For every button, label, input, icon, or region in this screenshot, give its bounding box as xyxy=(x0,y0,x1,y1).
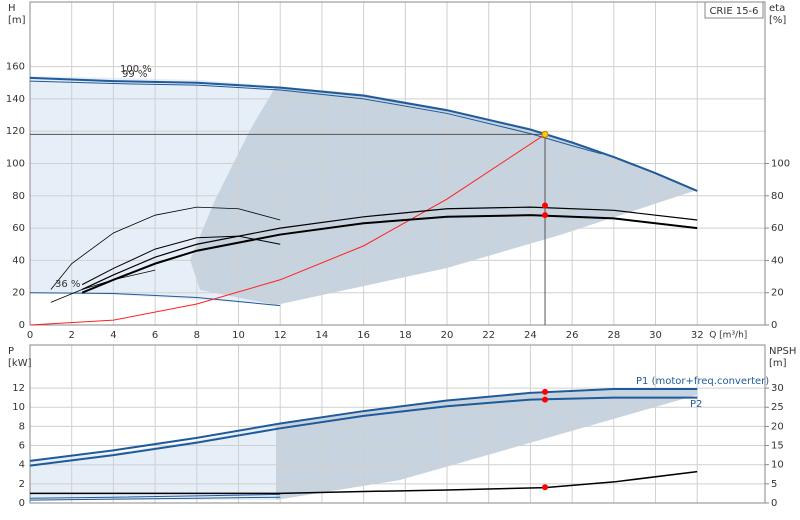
y-tick-label: 100 xyxy=(6,159,25,170)
y2-axis-label: NPSH xyxy=(769,346,796,357)
x-tick-label: 18 xyxy=(399,330,412,341)
y-tick-label: 140 xyxy=(6,94,25,105)
y2-tick-label: 5 xyxy=(771,479,777,490)
curve xyxy=(29,496,281,501)
y-axis-label: [m] xyxy=(8,15,26,26)
operating-point xyxy=(542,202,549,209)
y2-axis-label: [%] xyxy=(769,15,786,26)
x-tick-label: 0 xyxy=(27,330,33,341)
curve-annotation: P2 xyxy=(690,399,702,410)
y-axis-label: [kW] xyxy=(8,358,32,369)
operating-region xyxy=(276,390,697,500)
y-tick-label: 10 xyxy=(12,402,25,413)
curve-annotation: 99 % xyxy=(122,69,147,80)
x-tick-label: 26 xyxy=(566,330,579,341)
y-tick-label: 60 xyxy=(12,223,25,234)
y-tick-label: 0 xyxy=(19,498,25,509)
x-tick-label: 6 xyxy=(152,330,158,341)
label-box xyxy=(704,1,764,19)
x-tick-label: 30 xyxy=(649,330,662,341)
y2-tick-label: 10 xyxy=(771,460,784,471)
y2-tick-label: 20 xyxy=(771,421,784,432)
curve xyxy=(29,80,602,155)
curve xyxy=(29,388,698,462)
x-tick-label: 22 xyxy=(482,330,495,341)
y2-tick-label: 40 xyxy=(771,255,784,266)
curve xyxy=(50,269,156,303)
light-region xyxy=(30,76,276,305)
x-tick-label: 2 xyxy=(69,330,75,341)
curve xyxy=(30,470,698,495)
y-tick-label: 2 xyxy=(19,479,25,490)
x-axis-label: Q [m³/h] xyxy=(709,331,747,341)
x-tick-label: 16 xyxy=(357,330,370,341)
curve xyxy=(29,292,281,307)
y-tick-label: 0 xyxy=(19,320,25,331)
y2-tick-label: 0 xyxy=(771,320,777,331)
light-region xyxy=(30,424,276,500)
operating-point xyxy=(542,484,549,491)
label-box-text: CRIE 15-6 xyxy=(709,6,758,17)
curve xyxy=(81,235,281,286)
y-tick-label: 120 xyxy=(6,126,25,137)
y2-axis-label: [m] xyxy=(769,358,787,369)
y-tick-label: 4 xyxy=(19,460,25,471)
x-tick-label: 14 xyxy=(316,330,329,341)
x-tick-label: 20 xyxy=(441,330,454,341)
operating-point xyxy=(542,388,549,395)
y-tick-label: 12 xyxy=(12,383,25,394)
operating-point xyxy=(541,130,549,138)
x-tick-label: 10 xyxy=(232,330,245,341)
y-tick-label: 6 xyxy=(19,441,25,452)
curve-annotation: 100 % xyxy=(120,64,152,75)
y-axis-label: P xyxy=(8,346,14,357)
y2-tick-label: 100 xyxy=(771,159,790,170)
x-tick-label: 4 xyxy=(110,330,116,341)
y-axis-label: H xyxy=(8,3,16,14)
y-tick-label: 40 xyxy=(12,255,25,266)
y-tick-label: 20 xyxy=(12,288,25,299)
y2-tick-label: 30 xyxy=(771,383,784,394)
y2-tick-label: 0 xyxy=(771,498,777,509)
curve xyxy=(81,214,698,294)
x-tick-label: 28 xyxy=(607,330,620,341)
curve xyxy=(29,493,281,499)
curve-annotation: 36 % xyxy=(55,279,80,290)
plot-frame xyxy=(29,344,766,504)
x-tick-label: 12 xyxy=(274,330,287,341)
x-tick-label: 8 xyxy=(194,330,200,341)
curve xyxy=(81,206,698,291)
y2-tick-label: 60 xyxy=(771,223,784,234)
y2-tick-label: 80 xyxy=(771,191,784,202)
operating-point xyxy=(542,396,549,403)
operating-point xyxy=(542,212,549,219)
x-tick-label: 24 xyxy=(524,330,537,341)
curve-annotation: P1 (motor+freq.converter) xyxy=(636,376,769,387)
curve xyxy=(29,76,698,192)
curve xyxy=(29,134,546,326)
curve xyxy=(29,396,698,467)
y2-tick-label: 15 xyxy=(771,441,784,452)
y2-axis-label: eta xyxy=(769,3,785,14)
y-tick-label: 8 xyxy=(19,421,25,432)
y2-tick-label: 25 xyxy=(771,402,784,413)
x-tick-label: 32 xyxy=(691,330,704,341)
y-tick-label: 160 xyxy=(6,62,25,73)
y2-tick-label: 20 xyxy=(771,288,784,299)
y-tick-label: 80 xyxy=(12,191,25,202)
curve xyxy=(50,206,281,290)
